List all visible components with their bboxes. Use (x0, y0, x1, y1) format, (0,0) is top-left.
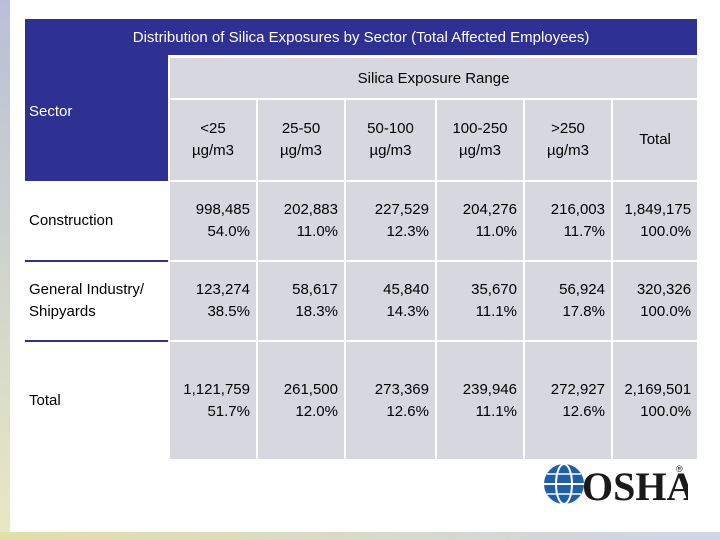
table-title: Distribution of Silica Exposures by Sect… (25, 19, 698, 57)
table-cell: 227,529 12.3% (344, 180, 436, 261)
table-cell: 1,849,175 100.0% (610, 180, 698, 261)
table-cell: 56,924 17.8% (523, 260, 612, 341)
table-cell: 1,121,759 51.7% (168, 340, 257, 459)
table-cell: 272,927 12.6% (523, 340, 612, 459)
table-cell: 239,946 11.1% (435, 340, 524, 459)
table-row: Total 1,121,759 51.7% 261,500 12.0% 273,36… (25, 340, 698, 459)
sector-header: Sector (25, 56, 170, 181)
osha-logo-text: OSHA (582, 464, 688, 506)
silica-exposure-table: Distribution of Silica Exposures by Sect… (25, 19, 698, 459)
table-cell: 35,670 11.1% (435, 260, 524, 341)
exposure-range-header: Silica Exposure Range (169, 55, 698, 99)
registered-mark: ® (676, 464, 683, 474)
column-header: 50-100 µg/m3 (344, 98, 436, 181)
osha-logo: OSHA ® (544, 463, 688, 506)
column-header: <25 µg/m3 (168, 98, 257, 181)
table-cell: 273,369 12.6% (344, 340, 436, 459)
table-cell: 204,276 11.0% (435, 180, 524, 261)
table-row: Construction 998,485 54.0% 202,883 11.0% 2… (25, 180, 698, 261)
column-header: 100-250 µg/m3 (435, 98, 524, 181)
table-cell: 261,500 12.0% (256, 340, 345, 459)
table-cell: 202,883 11.0% (256, 180, 345, 261)
table-cell: 58,617 18.3% (256, 260, 345, 341)
column-header-total: Total (610, 98, 698, 181)
row-label: Total (25, 340, 169, 459)
table-row: General Industry/Shipyards 123,274 38.5% … (25, 260, 698, 341)
row-label: Construction (25, 181, 169, 261)
row-label: General Industry/Shipyards (25, 260, 169, 341)
bottom-decor-bar (0, 532, 720, 540)
table-cell: 320,326 100.0% (610, 260, 698, 341)
table-cell: 123,274 38.5% (168, 260, 257, 341)
column-header: >250 µg/m3 (523, 98, 612, 181)
table-cell: 998,485 54.0% (168, 180, 257, 261)
table-cell: 2,169,501 100.0% (610, 340, 698, 459)
column-header: 25-50 µg/m3 (256, 98, 345, 181)
left-decor-bar (0, 0, 10, 540)
table-cell: 45,840 14.3% (344, 260, 436, 341)
table-cell: 216,003 11.7% (523, 180, 612, 261)
